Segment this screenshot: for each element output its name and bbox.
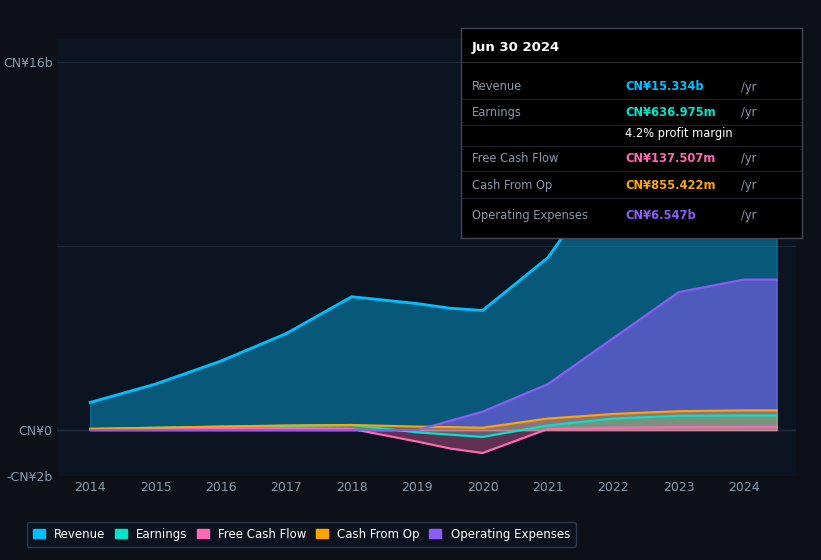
Text: /yr: /yr [741,106,756,119]
Text: CN¥137.507m: CN¥137.507m [625,152,715,165]
Text: CN¥636.975m: CN¥636.975m [625,106,716,119]
Text: CN¥855.422m: CN¥855.422m [625,179,716,192]
Text: CN¥15.334b: CN¥15.334b [625,81,704,94]
Text: /yr: /yr [741,179,756,192]
Text: Earnings: Earnings [471,106,521,119]
Text: Jun 30 2024: Jun 30 2024 [471,41,560,54]
Legend: Revenue, Earnings, Free Cash Flow, Cash From Op, Operating Expenses: Revenue, Earnings, Free Cash Flow, Cash … [27,522,576,547]
Text: CN¥6.547b: CN¥6.547b [625,209,695,222]
Text: Free Cash Flow: Free Cash Flow [471,152,558,165]
Text: Operating Expenses: Operating Expenses [471,209,588,222]
Text: /yr: /yr [741,209,756,222]
Text: Cash From Op: Cash From Op [471,179,552,192]
Text: 4.2% profit margin: 4.2% profit margin [625,127,732,139]
Text: /yr: /yr [741,81,756,94]
Text: /yr: /yr [741,152,756,165]
Text: Revenue: Revenue [471,81,522,94]
